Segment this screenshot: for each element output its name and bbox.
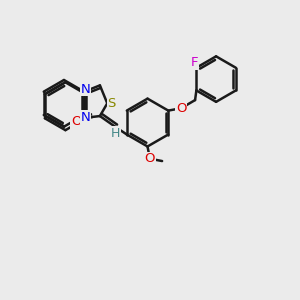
Text: S: S <box>107 97 116 110</box>
Text: O: O <box>145 152 155 165</box>
Text: O: O <box>176 102 186 115</box>
Text: O: O <box>71 115 82 128</box>
Text: N: N <box>80 83 90 96</box>
Text: F: F <box>191 56 199 69</box>
Text: N: N <box>80 111 90 124</box>
Text: H: H <box>111 127 120 140</box>
